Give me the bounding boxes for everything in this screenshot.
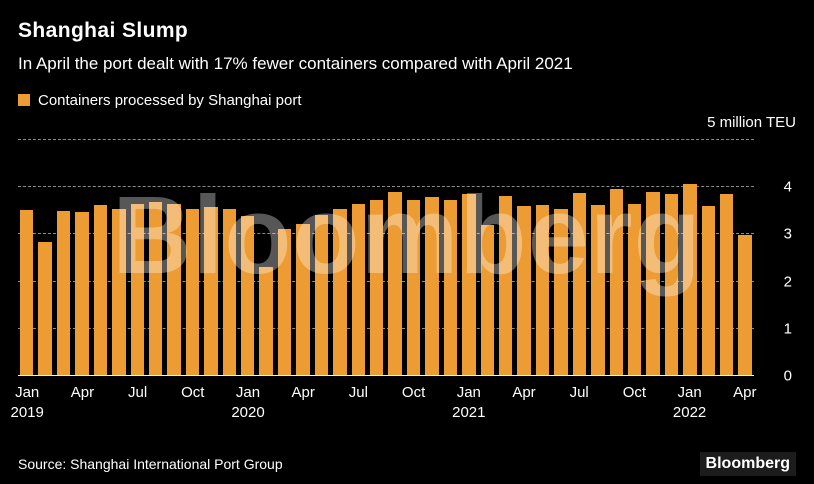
plot bbox=[18, 139, 754, 376]
x-tick-month-label: Jul bbox=[128, 384, 148, 401]
bar bbox=[112, 209, 126, 376]
chart-header: Shanghai Slump In April the port dealt w… bbox=[0, 0, 814, 109]
x-tick: Jul bbox=[570, 384, 589, 402]
y-tick-label: 4 bbox=[783, 178, 792, 196]
x-tick: Jan 2019 bbox=[11, 384, 44, 422]
x-tick-month-label: Jan bbox=[677, 384, 702, 401]
x-tick-month-label: Apr bbox=[291, 384, 315, 401]
x-tick-month-label: Oct bbox=[181, 384, 205, 401]
bar bbox=[296, 224, 310, 376]
y-axis-labels: 0 1 2 3 4 bbox=[758, 140, 796, 384]
bar bbox=[314, 214, 329, 376]
y-tick-label: 2 bbox=[783, 273, 792, 291]
bar bbox=[498, 195, 513, 376]
y-tick-label: 0 bbox=[783, 367, 792, 385]
chart-area: 0 1 2 3 4 bbox=[18, 139, 796, 384]
gridline bbox=[18, 139, 754, 140]
bar bbox=[38, 241, 52, 376]
legend-swatch-icon bbox=[18, 94, 30, 106]
x-tick: Oct bbox=[181, 384, 204, 402]
bars bbox=[20, 140, 752, 376]
bar bbox=[351, 204, 366, 376]
bar bbox=[204, 207, 218, 376]
x-tick: Jan 2022 bbox=[673, 384, 706, 422]
bar bbox=[664, 193, 679, 376]
bar bbox=[480, 224, 494, 376]
x-tick: Apr bbox=[71, 384, 94, 402]
x-tick-month-label: Jul bbox=[348, 384, 368, 401]
bar bbox=[75, 212, 89, 376]
bar bbox=[93, 205, 108, 376]
x-tick-year-label: 2020 bbox=[231, 404, 265, 421]
bar bbox=[646, 191, 660, 376]
gridline bbox=[18, 327, 754, 329]
source-credit: Source: Shanghai International Port Grou… bbox=[18, 456, 283, 472]
bar bbox=[609, 189, 623, 376]
bar bbox=[683, 184, 697, 376]
x-tick: Oct bbox=[402, 384, 425, 402]
bar bbox=[462, 193, 476, 376]
x-tick-month-label: Oct bbox=[622, 384, 647, 401]
bar bbox=[517, 205, 531, 376]
bar bbox=[572, 192, 587, 376]
x-tick-year-label: 2021 bbox=[452, 404, 486, 421]
bar bbox=[425, 196, 439, 376]
chart-title: Shanghai Slump bbox=[18, 19, 189, 42]
y-axis-unit-label: 5 million TEU bbox=[707, 114, 796, 131]
bar bbox=[443, 200, 458, 376]
bar bbox=[627, 204, 642, 376]
bar bbox=[388, 191, 402, 376]
chart-subtitle: In April the port dealt with 17% fewer c… bbox=[18, 54, 573, 73]
bar bbox=[20, 210, 34, 376]
bar bbox=[185, 208, 200, 376]
gridline bbox=[18, 186, 754, 188]
bar bbox=[370, 200, 384, 376]
x-tick: Apr bbox=[733, 384, 756, 402]
bar bbox=[701, 206, 716, 376]
x-tick-month-label: Oct bbox=[401, 384, 426, 401]
x-tick: Apr bbox=[512, 384, 535, 402]
bar bbox=[167, 204, 181, 376]
y-tick-label: 3 bbox=[783, 225, 792, 243]
bar bbox=[720, 193, 734, 376]
gridline bbox=[18, 280, 754, 282]
bar bbox=[259, 266, 273, 376]
x-tick-month-label: Jul bbox=[569, 384, 589, 401]
x-tick-month-label: Apr bbox=[70, 384, 95, 401]
bar bbox=[554, 209, 568, 376]
bar bbox=[406, 200, 421, 376]
x-tick: Jan 2020 bbox=[231, 384, 264, 422]
bar bbox=[130, 204, 144, 376]
x-axis-baseline bbox=[18, 375, 754, 376]
bar bbox=[277, 228, 292, 376]
bar bbox=[56, 211, 71, 376]
bar bbox=[535, 204, 550, 376]
x-tick-month-label: Jan bbox=[235, 384, 261, 401]
legend: Containers processed by Shanghai port bbox=[18, 91, 796, 109]
x-tick-month-label: Apr bbox=[733, 384, 757, 401]
legend-label: Containers processed by Shanghai port bbox=[38, 91, 302, 109]
x-tick: Jul bbox=[128, 384, 147, 402]
x-tick-year-label: 2019 bbox=[10, 404, 44, 421]
bar bbox=[148, 202, 163, 376]
x-tick-year-label: 2022 bbox=[672, 404, 707, 421]
bar bbox=[738, 234, 752, 376]
x-tick: Oct bbox=[623, 384, 646, 402]
bar bbox=[591, 205, 605, 376]
x-tick-month-label: Apr bbox=[512, 384, 536, 401]
x-tick-month-label: Jan bbox=[456, 384, 481, 401]
x-tick: Apr bbox=[292, 384, 315, 402]
chart-footer: Source: Shanghai International Port Grou… bbox=[0, 452, 814, 476]
x-tick: Jan 2021 bbox=[452, 384, 485, 422]
x-tick-month-label: Jan bbox=[15, 384, 40, 401]
bar bbox=[222, 209, 237, 376]
bloomberg-logo: Bloomberg bbox=[699, 452, 796, 476]
bar bbox=[241, 216, 255, 376]
bar bbox=[333, 209, 347, 376]
x-tick: Jul bbox=[349, 384, 368, 402]
y-tick-label: 1 bbox=[783, 320, 792, 338]
x-axis: Jan 2019 Apr Jul Oct Jan 2020 Apr Jul Oct Jan 2021 A… bbox=[11, 376, 757, 432]
gridline bbox=[18, 233, 754, 235]
